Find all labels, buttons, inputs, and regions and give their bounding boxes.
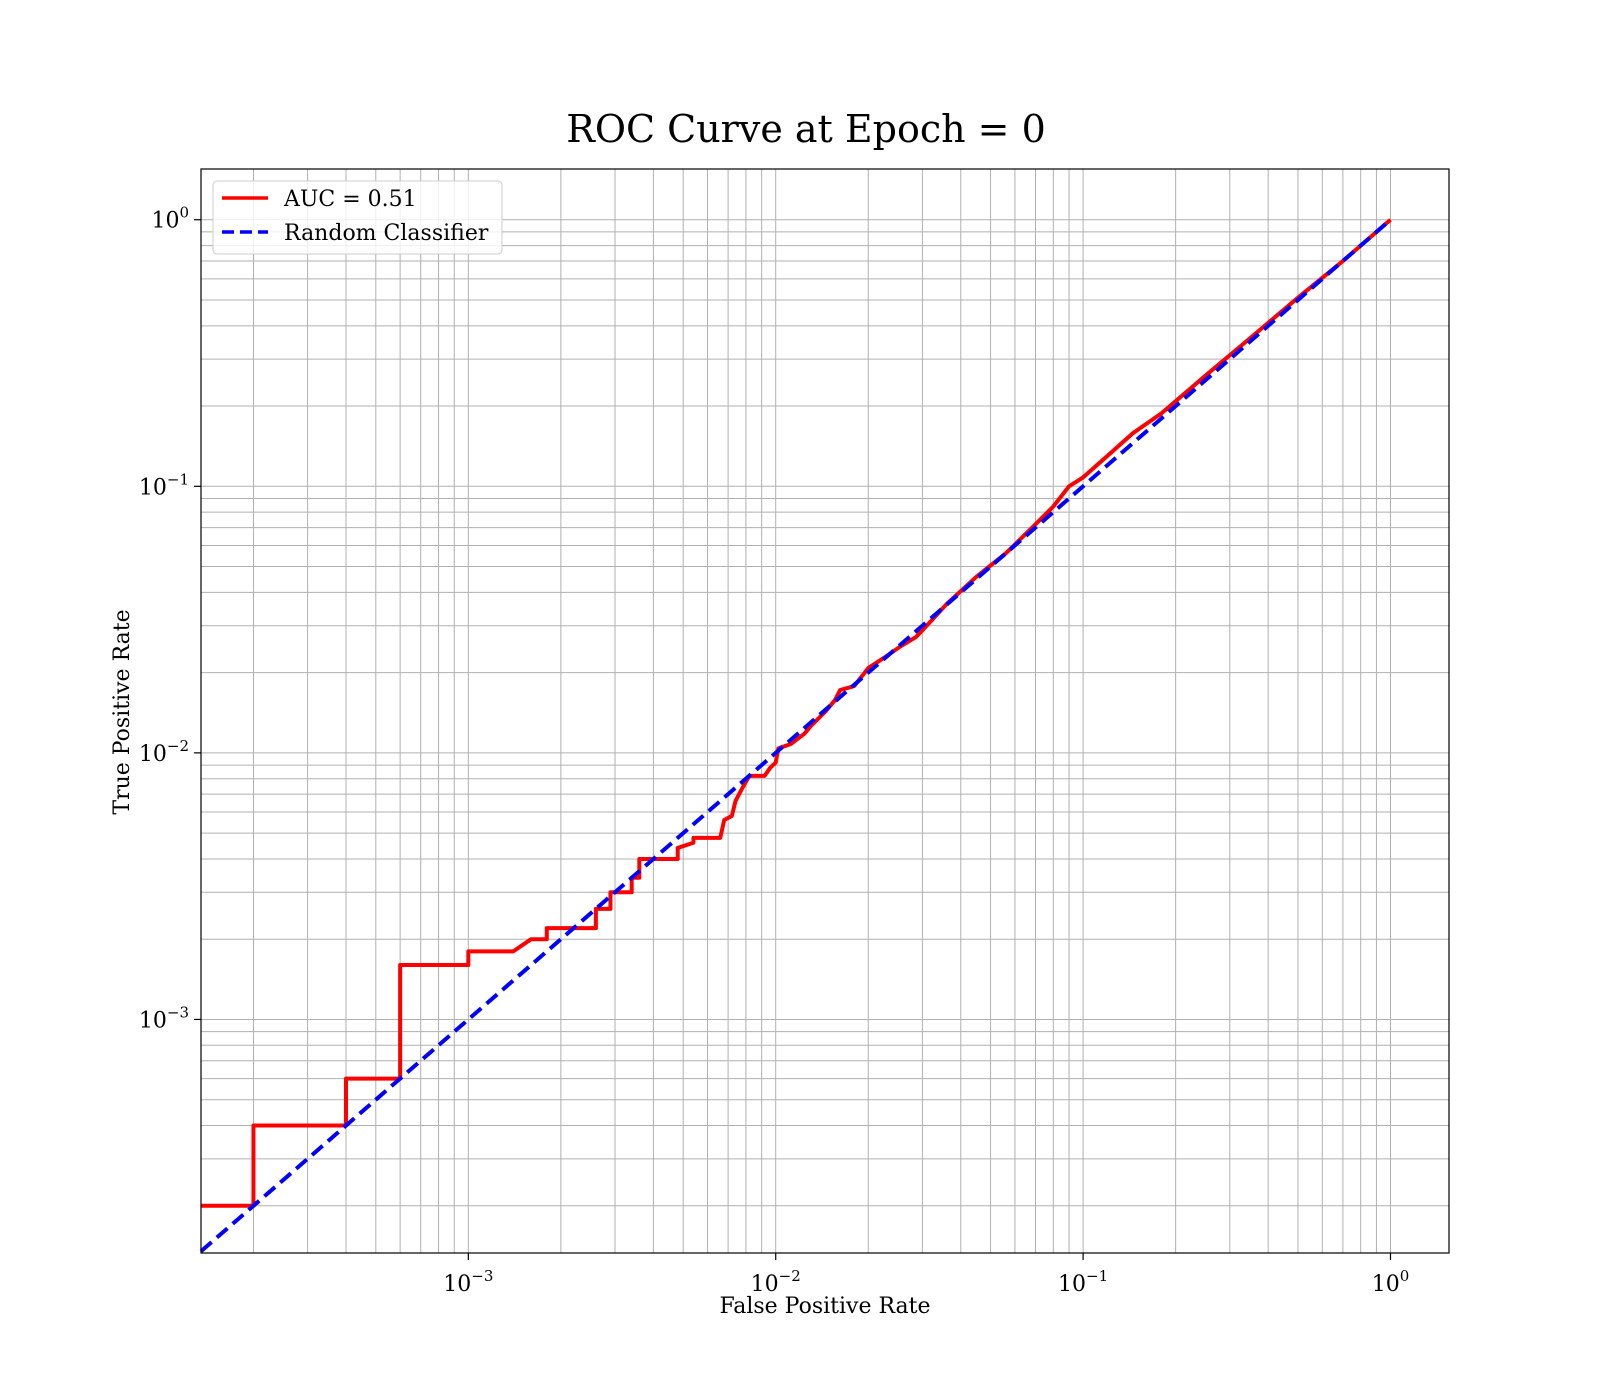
x-tick-label: 10−1 — [1058, 1267, 1108, 1297]
y-tick-labels: 10−3 10−2 10−1 100 — [139, 204, 201, 1033]
x-tick-label: 100 — [1372, 1267, 1410, 1297]
y-tick-label: 100 — [151, 204, 189, 234]
x-tick-labels: 10−3 10−2 10−1 100 — [443, 1253, 1409, 1297]
plot-series — [199, 218, 1392, 1253]
x-axis-label: False Positive Rate — [719, 1294, 930, 1319]
legend-box — [212, 180, 503, 255]
y-tick-label: 10−1 — [139, 470, 189, 500]
y-tick-label: 10−2 — [139, 737, 189, 767]
series-line-random — [199, 218, 1392, 1253]
y-tick-label: 10−3 — [139, 1003, 189, 1033]
x-tick-label: 10−3 — [443, 1267, 493, 1297]
legend: AUC = 0.51 Random Classifier — [212, 180, 503, 255]
chart-title: ROC Curve at Epoch = 0 — [566, 107, 1046, 151]
plot-frame — [200, 168, 1450, 1254]
legend-label-auc: AUC = 0.51 — [283, 187, 417, 212]
x-tick-label: 10−2 — [751, 1267, 801, 1297]
legend-label-random: Random Classifier — [284, 221, 489, 246]
y-axis-label: True Positive Rate — [110, 609, 135, 814]
grid — [201, 169, 1449, 1253]
series-line-auc — [201, 218, 1392, 1208]
